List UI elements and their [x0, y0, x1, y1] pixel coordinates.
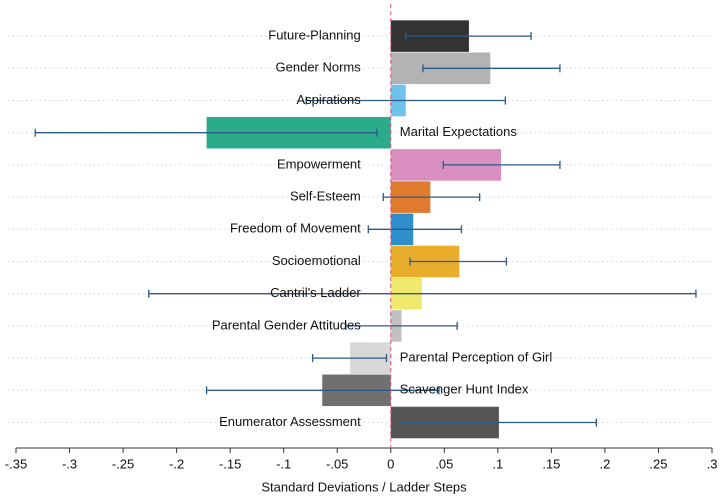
error-bar	[205, 386, 440, 395]
category-label: Marital Expectations	[400, 124, 518, 139]
x-tick-label: 0	[387, 456, 394, 471]
error-bar	[34, 128, 378, 137]
category-label: Gender Norms	[276, 60, 362, 75]
error-bar	[382, 193, 481, 202]
category-label: Socioemotional	[272, 253, 361, 268]
error-bar	[422, 64, 561, 73]
category-label: Empowerment	[277, 156, 361, 171]
x-tick-label: .05	[435, 456, 453, 471]
category-label: Self-Esteem	[290, 189, 361, 204]
error-bar	[442, 160, 561, 169]
x-tick-label: -.1	[276, 456, 291, 471]
error-bar	[405, 32, 532, 41]
x-axis-title: Standard Deviations / Ladder Steps	[261, 479, 467, 494]
category-label: Aspirations	[296, 92, 361, 107]
x-tick-label: -.35	[5, 456, 27, 471]
x-tick-label: -.2	[169, 456, 184, 471]
x-tick-label: -.25	[112, 456, 134, 471]
error-bar	[409, 257, 508, 266]
x-tick-label: .2	[600, 456, 611, 471]
category-label: Freedom of Movement	[230, 221, 361, 236]
x-tick-label: .25	[649, 456, 667, 471]
category-label: Future-Planning	[268, 28, 361, 43]
x-tick-label: .15	[542, 456, 560, 471]
x-tick-label: -.05	[326, 456, 348, 471]
error-bar	[345, 321, 458, 330]
error-bar	[305, 96, 506, 105]
error-bar	[367, 225, 463, 234]
category-label: Scavenger Hunt Index	[400, 382, 529, 397]
error-bar	[311, 354, 388, 363]
x-tick-label: .3	[707, 456, 718, 471]
category-label: Enumerator Assessment	[219, 414, 361, 429]
error-bar	[400, 418, 598, 427]
category-label: Parental Perception of Girl	[400, 350, 553, 365]
category-label: Parental Gender Attitudes	[212, 317, 361, 332]
x-tick-label: -.3	[62, 456, 77, 471]
x-tick-label: .1	[492, 456, 503, 471]
x-tick-label: -.15	[219, 456, 241, 471]
error-bar	[148, 289, 697, 298]
category-label: Cantril's Ladder	[270, 285, 361, 300]
